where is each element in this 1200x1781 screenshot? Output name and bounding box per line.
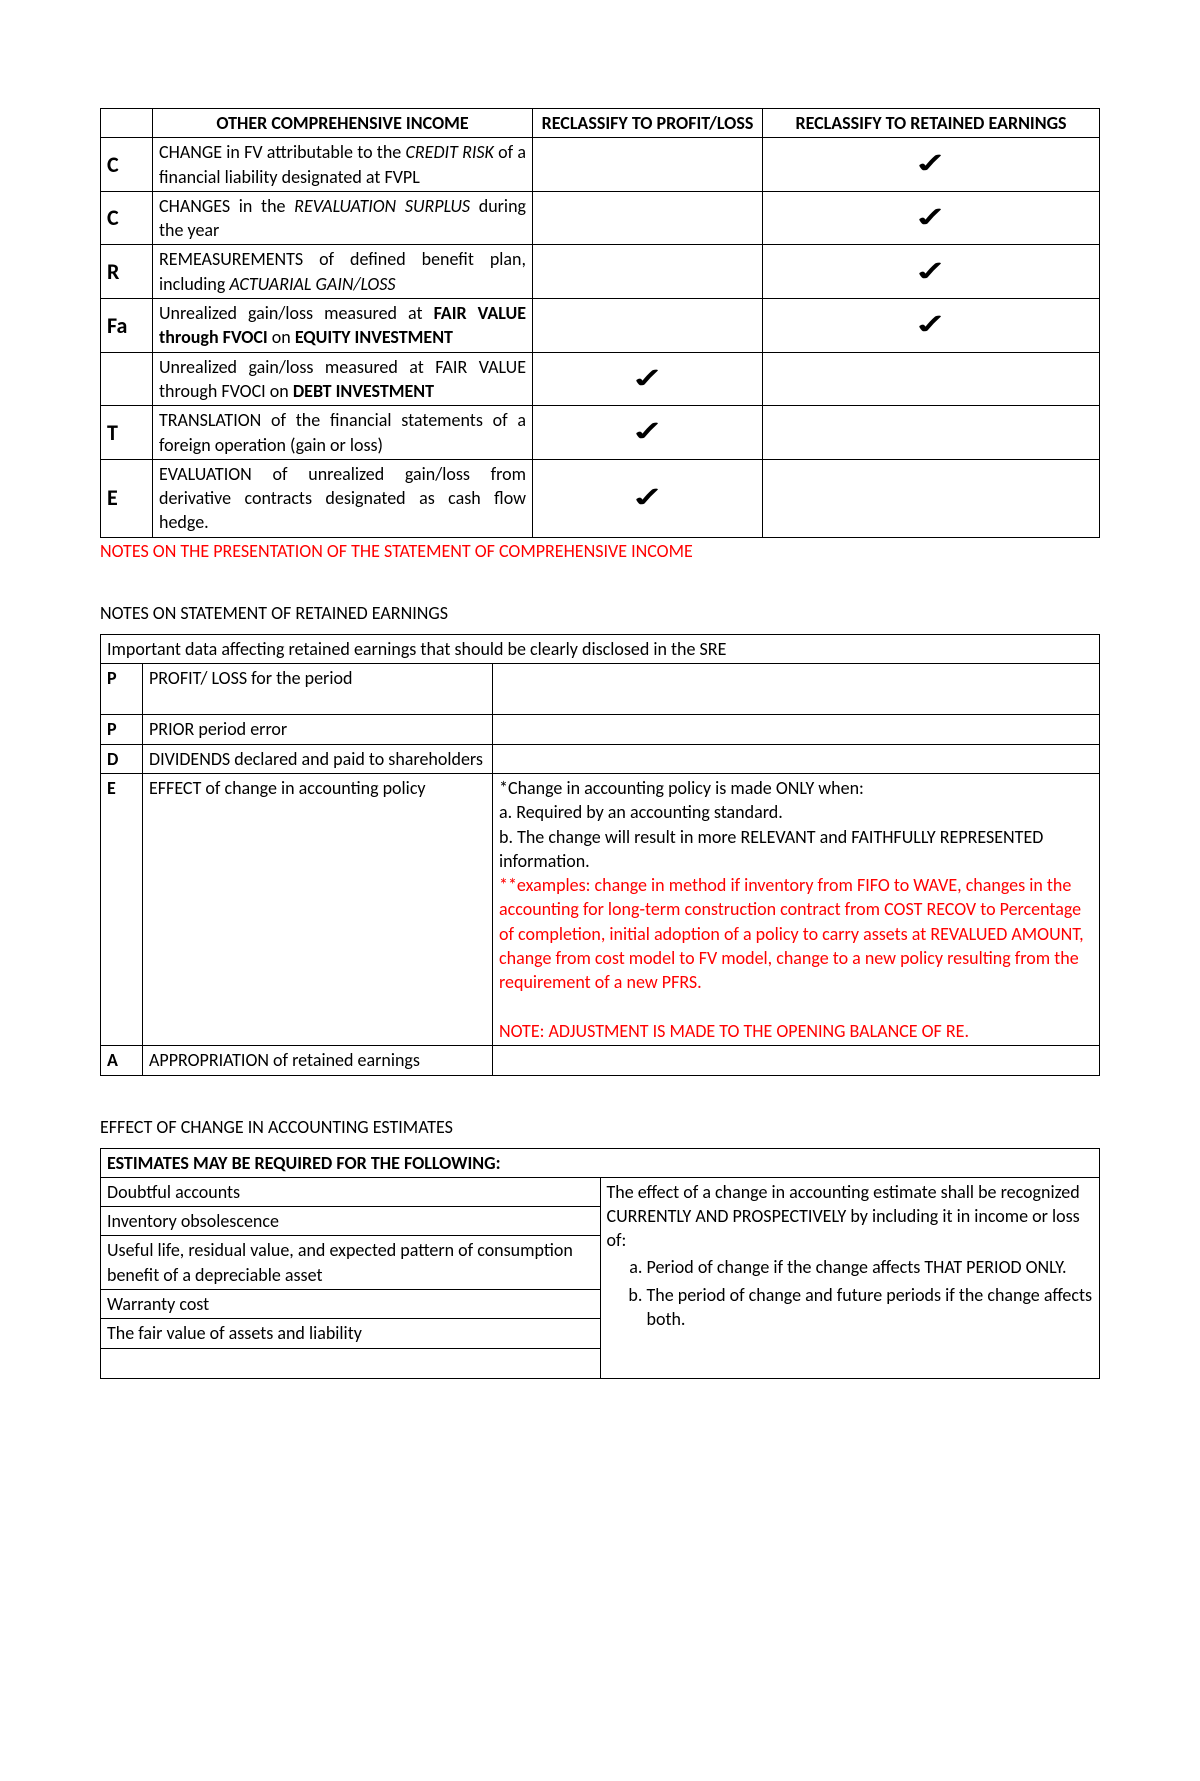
row-letter: D	[101, 744, 143, 773]
reclassify-re-cell	[763, 459, 1100, 537]
re-note: *Change in accounting policy is made ONL…	[493, 773, 1100, 1045]
list-item: Period of change if the change affects T…	[647, 1253, 1094, 1281]
accounting-estimates-title: EFFECT OF CHANGE IN ACCOUNTING ESTIMATES	[100, 1116, 1100, 1138]
row-letter: C	[101, 191, 153, 245]
estimate-effect-intro: The effect of a change in accounting est…	[607, 1180, 1094, 1253]
oci-description: CHANGES in the REVALUATION SURPLUS durin…	[153, 191, 533, 245]
estimate-item: Doubtful accounts	[101, 1177, 601, 1206]
estimate-effect-list: Period of change if the change affects T…	[607, 1253, 1094, 1334]
reclassify-re-cell	[763, 406, 1100, 460]
reclassify-pl-cell	[533, 138, 763, 192]
estimates-header: ESTIMATES MAY BE REQUIRED FOR THE FOLLOW…	[101, 1148, 1100, 1177]
re-note	[493, 1046, 1100, 1075]
table-row: EEFFECT of change in accounting policy*C…	[101, 773, 1100, 1045]
re-note	[493, 744, 1100, 773]
oci-description: CHANGE in FV attributable to the CREDIT …	[153, 138, 533, 192]
reclassify-pl-cell: ✓	[533, 352, 763, 406]
table-row: EEVALUATION of unrealized gain/loss from…	[101, 459, 1100, 537]
table-row: TTRANSLATION of the financial statements…	[101, 406, 1100, 460]
document-page: OTHER COMPREHENSIVE INCOME RECLASSIFY TO…	[0, 0, 1200, 1461]
re-description: EFFECT of change in accounting policy	[143, 773, 493, 1045]
col-re-header: RECLASSIFY TO RETAINED EARNINGS	[763, 109, 1100, 138]
oci-presentation-note: NOTES ON THE PRESENTATION OF THE STATEME…	[100, 540, 1100, 562]
table-row: PPROFIT/ LOSS for the period	[101, 664, 1100, 715]
table-row: AAPPROPRIATION of retained earnings	[101, 1046, 1100, 1075]
table-header-row: OTHER COMPREHENSIVE INCOME RECLASSIFY TO…	[101, 109, 1100, 138]
table-header-row: ESTIMATES MAY BE REQUIRED FOR THE FOLLOW…	[101, 1148, 1100, 1177]
list-item: The period of change and future periods …	[647, 1281, 1094, 1334]
oci-table: OTHER COMPREHENSIVE INCOME RECLASSIFY TO…	[100, 108, 1100, 538]
check-icon: ✓	[628, 483, 666, 511]
table-row: DDIVIDENDS declared and paid to sharehol…	[101, 744, 1100, 773]
oci-description: Unrealized gain/loss measured at FAIR VA…	[153, 299, 533, 353]
oci-description: TRANSLATION of the financial statements …	[153, 406, 533, 460]
row-letter: A	[101, 1046, 143, 1075]
reclassify-pl-cell	[533, 191, 763, 245]
estimate-item: Useful life, residual value, and expecte…	[101, 1236, 601, 1290]
estimates-table: ESTIMATES MAY BE REQUIRED FOR THE FOLLOW…	[100, 1148, 1100, 1379]
table-row: RREMEASUREMENTS of defined benefit plan,…	[101, 245, 1100, 299]
row-letter	[101, 352, 153, 406]
col-oci-header: OTHER COMPREHENSIVE INCOME	[153, 109, 533, 138]
row-letter: C	[101, 138, 153, 192]
table-row: PPRIOR period error	[101, 715, 1100, 744]
row-letter: T	[101, 406, 153, 460]
reclassify-pl-cell	[533, 245, 763, 299]
empty-cell	[101, 1348, 601, 1378]
row-letter: E	[101, 459, 153, 537]
check-icon: ✓	[628, 418, 666, 446]
table-row: FaUnrealized gain/loss measured at FAIR …	[101, 299, 1100, 353]
reclassify-pl-cell: ✓	[533, 406, 763, 460]
oci-description: Unrealized gain/loss measured at FAIR VA…	[153, 352, 533, 406]
re-table-header: Important data affecting retained earnin…	[101, 634, 1100, 663]
oci-description: EVALUATION of unrealized gain/loss from …	[153, 459, 533, 537]
re-description: APPROPRIATION of retained earnings	[143, 1046, 493, 1075]
check-icon: ✓	[912, 150, 950, 178]
row-letter: P	[101, 664, 143, 715]
row-letter: R	[101, 245, 153, 299]
reclassify-pl-cell: ✓	[533, 459, 763, 537]
col-pl-header: RECLASSIFY TO PROFIT/LOSS	[533, 109, 763, 138]
re-description: PROFIT/ LOSS for the period	[143, 664, 493, 715]
re-description: PRIOR period error	[143, 715, 493, 744]
retained-earnings-table: Important data affecting retained earnin…	[100, 634, 1100, 1076]
reclassify-re-cell: ✓	[763, 191, 1100, 245]
retained-earnings-title: NOTES ON STATEMENT OF RETAINED EARNINGS	[100, 602, 1100, 624]
estimate-item: Warranty cost	[101, 1289, 601, 1318]
check-icon: ✓	[628, 364, 666, 392]
table-row: CCHANGE in FV attributable to the CREDIT…	[101, 138, 1100, 192]
reclassify-re-cell: ✓	[763, 138, 1100, 192]
row-letter: Fa	[101, 299, 153, 353]
col-letter-header	[101, 109, 153, 138]
estimate-effect-note: The effect of a change in accounting est…	[600, 1177, 1100, 1378]
table-row: CCHANGES in the REVALUATION SURPLUS duri…	[101, 191, 1100, 245]
reclassify-re-cell	[763, 352, 1100, 406]
re-description: DIVIDENDS declared and paid to sharehold…	[143, 744, 493, 773]
table-header-row: Important data affecting retained earnin…	[101, 634, 1100, 663]
reclassify-re-cell: ✓	[763, 299, 1100, 353]
reclassify-re-cell: ✓	[763, 245, 1100, 299]
row-letter: E	[101, 773, 143, 1045]
estimate-item: The fair value of assets and liability	[101, 1319, 601, 1348]
oci-description: REMEASUREMENTS of defined benefit plan, …	[153, 245, 533, 299]
check-icon: ✓	[912, 257, 950, 285]
check-icon: ✓	[912, 203, 950, 231]
reclassify-pl-cell	[533, 299, 763, 353]
table-row: Doubtful accounts The effect of a change…	[101, 1177, 1100, 1206]
check-icon: ✓	[912, 310, 950, 338]
row-letter: P	[101, 715, 143, 744]
estimate-item: Inventory obsolescence	[101, 1207, 601, 1236]
re-note	[493, 715, 1100, 744]
table-row: Unrealized gain/loss measured at FAIR VA…	[101, 352, 1100, 406]
re-note	[493, 664, 1100, 715]
